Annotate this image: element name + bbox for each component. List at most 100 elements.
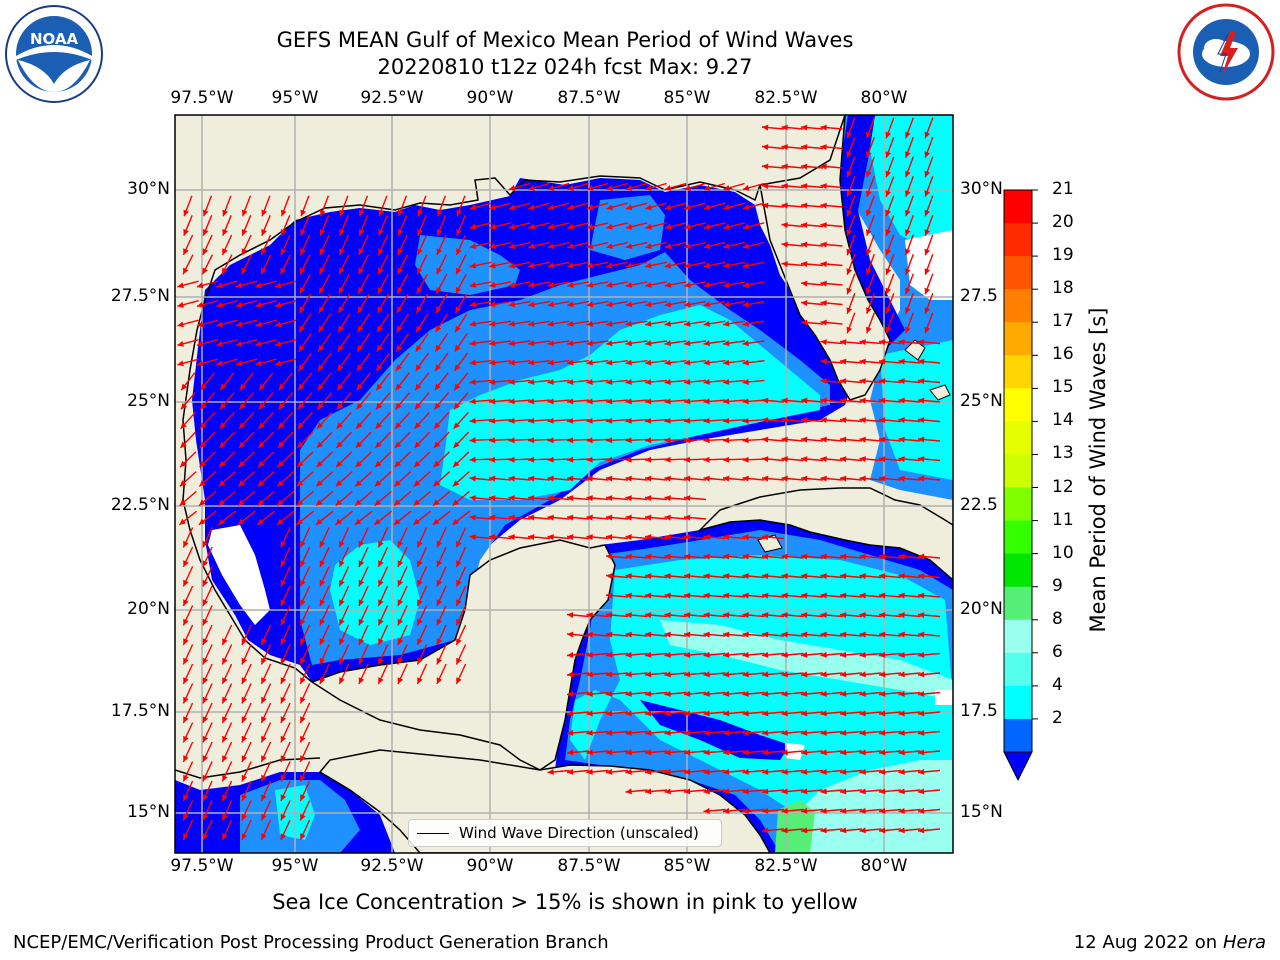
wave-direction-arrow [177, 339, 199, 347]
wave-direction-arrow [274, 339, 297, 347]
wave-direction-arrow [182, 683, 194, 704]
wave-direction-arrow [547, 437, 570, 444]
wave-direction-arrow [703, 768, 726, 775]
wave-direction-arrow [898, 456, 921, 463]
wave-direction-arrow [413, 471, 431, 487]
wave-direction-arrow [397, 215, 408, 236]
wave-direction-arrow [218, 431, 236, 449]
wave-direction-arrow [664, 573, 687, 580]
wave-direction-arrow [683, 417, 707, 424]
wave-direction-arrow [319, 566, 330, 587]
wave-direction-arrow [683, 690, 707, 697]
wave-direction-arrow [508, 320, 531, 327]
wave-direction-arrow [683, 631, 707, 638]
wave-direction-arrow [436, 585, 447, 607]
wave-direction-arrow [878, 456, 902, 463]
wave-direction-arrow [280, 546, 291, 568]
wave-direction-arrow [338, 566, 350, 587]
wave-direction-arrow [299, 683, 311, 704]
wave-direction-arrow [277, 431, 294, 449]
wave-direction-arrow [684, 202, 706, 211]
wave-direction-arrow [456, 215, 466, 236]
wave-direction-arrow [800, 183, 824, 190]
wave-direction-arrow [586, 651, 609, 658]
latitude-label-right: 20°N [960, 599, 1003, 619]
wave-direction-arrow [742, 690, 765, 697]
wave-direction-arrow [436, 195, 447, 217]
colorbar-title: Mean Period of Wind Waves [s] [1086, 307, 1110, 633]
wave-direction-arrow [683, 749, 707, 756]
longitude-label-bottom: 85°W [663, 856, 711, 876]
wave-direction-arrow [469, 379, 492, 385]
wave-direction-arrow [433, 431, 450, 449]
wave-direction-arrow [182, 722, 194, 743]
wave-direction-arrow [216, 339, 238, 347]
wave-direction-arrow [414, 352, 430, 372]
wave-direction-arrow [455, 234, 467, 256]
wave-direction-arrow [606, 241, 628, 249]
wave-direction-arrow [800, 807, 824, 814]
wave-direction-arrow [261, 195, 271, 217]
wave-direction-arrow [800, 222, 824, 229]
wave-direction-arrow [898, 749, 921, 756]
wave-direction-arrow [723, 202, 745, 211]
wave-direction-arrow [703, 534, 726, 541]
wave-direction-arrow [866, 312, 875, 334]
wave-direction-arrow [202, 683, 213, 704]
wave-direction-arrow [202, 761, 213, 782]
wave-direction-arrow [859, 475, 882, 482]
wave-direction-arrow [179, 431, 197, 449]
wave-direction-arrow [528, 340, 550, 347]
wave-direction-arrow [644, 495, 668, 502]
wave-direction-arrow [241, 702, 252, 724]
wave-direction-arrow [255, 280, 277, 289]
wave-direction-arrow [417, 195, 427, 217]
wave-direction-arrow [435, 313, 448, 333]
wave-direction-arrow [336, 411, 352, 430]
wave-direction-arrow [260, 702, 272, 724]
wave-direction-arrow [414, 411, 430, 430]
wave-direction-arrow [455, 566, 467, 587]
wave-direction-arrow [664, 398, 687, 405]
wave-direction-arrow [644, 475, 668, 482]
wave-direction-arrow [905, 117, 914, 139]
wave-direction-arrow [605, 417, 629, 424]
wave-direction-arrow [924, 312, 934, 334]
wave-direction-arrow [742, 222, 765, 230]
wave-direction-arrow [722, 437, 746, 444]
wave-direction-arrow [547, 202, 570, 211]
wave-direction-arrow [917, 592, 941, 599]
wave-direction-arrow [722, 631, 746, 638]
wave-direction-arrow [742, 398, 765, 405]
wave-direction-arrow [260, 780, 272, 802]
wave-direction-arrow [317, 333, 332, 352]
wave-direction-arrow [435, 293, 448, 314]
wave-direction-arrow [183, 195, 193, 217]
colorbar-segment [1004, 487, 1032, 522]
wave-direction-arrow [374, 431, 392, 449]
wave-direction-arrow [376, 313, 390, 333]
wave-direction-arrow [625, 495, 648, 502]
wave-direction-arrow [488, 514, 512, 521]
wave-direction-arrow [664, 671, 687, 678]
longitude-label-top: 92.5°W [360, 88, 424, 108]
wave-direction-arrow [742, 612, 765, 619]
colorbar-segment [1004, 520, 1032, 555]
wave-direction-arrow [435, 254, 448, 275]
wave-direction-arrow [684, 359, 706, 366]
wave-direction-arrow [605, 553, 629, 560]
wave-direction-arrow [528, 222, 550, 230]
latitude-label-right: 30°N [960, 179, 1003, 199]
wave-direction-arrow [839, 456, 863, 463]
wave-direction-arrow [221, 644, 233, 665]
wave-direction-arrow [319, 624, 330, 646]
wave-direction-arrow [878, 417, 902, 424]
wave-direction-arrow [885, 253, 895, 276]
wave-direction-arrow [781, 651, 804, 658]
wave-direction-arrow [378, 195, 388, 217]
wave-direction-arrow [338, 527, 350, 548]
wave-direction-arrow [216, 280, 238, 289]
colorbar-segment [1004, 619, 1032, 654]
wave-direction-arrow [319, 527, 330, 548]
wave-direction-arrow [684, 222, 706, 230]
